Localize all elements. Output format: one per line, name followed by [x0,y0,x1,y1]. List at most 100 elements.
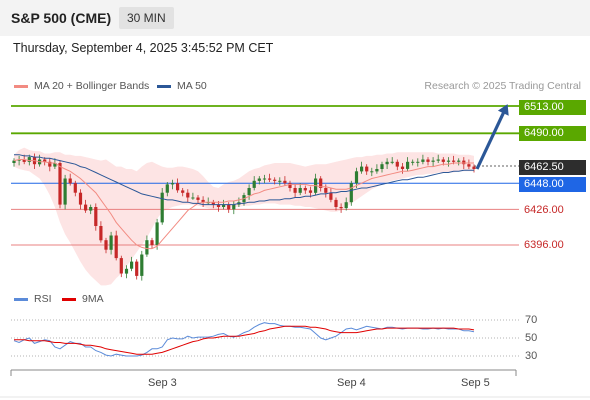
forecast-arrow-shaft [475,108,507,170]
rsi-tick-label: 70 [525,314,538,326]
bollinger-band-area [14,147,474,286]
candle-body [426,159,430,162]
candle-body [232,204,236,210]
legend-bollinger-label: MA 20 + Bollinger Bands [34,80,150,92]
candle-body [114,235,118,259]
candle-body [27,157,31,162]
candle-body [446,160,451,162]
x-tick-label: Sep 3 [148,377,177,389]
legend-rsi-label: RSI [34,293,52,305]
candle-body [421,159,425,162]
candle-body [395,161,399,167]
chart-title: S&P 500 (CME) [11,10,112,26]
candle-body [252,180,256,188]
legend-bollinger-swatch [14,84,28,88]
candle-body [58,163,62,205]
candle-body [48,161,52,167]
candle-body [268,178,272,180]
legend-rsi-swatch [14,297,28,301]
x-tick-label: Sep 4 [337,377,366,389]
candle-body [390,161,394,163]
level-label-resistance-1: 6490.00 [519,126,586,141]
candle-body [452,160,456,162]
candle-body [462,160,466,165]
candle-body [170,183,175,185]
candle-body [165,184,169,193]
candle-body [155,222,159,245]
candle-body [104,240,108,250]
candle-body [354,171,359,184]
candle-body [84,204,88,211]
candle-body [349,183,353,203]
candle-body [124,268,129,274]
candle-body [406,161,410,169]
candle-body [53,163,57,167]
candle-body [135,261,139,276]
legend-ma50-label: MA 50 [177,80,207,92]
candle-body [283,180,287,184]
candle-body [109,235,113,250]
candle-body [211,202,215,205]
ma50-line [14,154,474,206]
candle-body [288,183,292,188]
candle-body [68,178,72,184]
candle-body [186,192,190,198]
candle-body [360,166,364,172]
legend-bollinger: MA 20 + Bollinger Bands [14,80,149,92]
candle-body [416,161,420,163]
candle-body [380,164,384,169]
research-credit: Research © 2025 Trading Central [424,80,581,92]
level-label-current: 6462.50 [519,160,586,175]
candle-body [73,183,77,193]
candle-body [150,240,154,245]
legend-9ma-swatch [62,297,76,301]
candle-body [119,258,123,274]
candle-body [181,190,185,193]
candle-body [319,178,323,188]
candle-body [222,204,226,207]
candle-body [339,207,343,209]
candle-body [308,190,313,193]
level-label-pivot: 6448.00 [519,177,586,192]
candle-body [130,261,134,269]
candle-body [324,188,328,193]
level-label-support-1: 6426.00 [524,204,564,216]
candle-body [298,188,302,193]
candle-body [196,197,200,200]
candle-body [247,188,251,196]
candle-body [385,161,389,165]
candle-body [191,197,195,199]
legend-ma50: MA 50 [157,80,207,92]
rsi-tick-label: 30 [525,350,538,362]
rsi-9ma-line [14,325,475,355]
candle-body [329,192,333,200]
datetime-stamp: Thursday, September 4, 2025 3:45:52 PM C… [13,41,274,55]
forecast-arrow-head [497,104,509,116]
candle-body [145,240,149,255]
candle-body [273,179,277,181]
legend-ma50-swatch [157,84,171,88]
candle-body [99,226,103,241]
legend-rsi: RSI [14,293,52,305]
ma20-line [13,159,474,250]
candle-body [334,199,338,207]
candle-body [94,207,98,226]
timeframe-button[interactable]: 30 MIN [119,7,174,29]
candle-body [370,171,374,173]
candle-body [411,161,415,163]
candle-body [375,169,379,172]
candle-body [140,254,144,276]
candle-body [160,192,164,223]
candle-body [431,160,435,162]
candle-body [12,160,16,163]
candle-body [227,204,231,210]
candle-body [344,202,348,209]
candle-body [89,207,93,211]
candle-body [216,204,221,207]
candle-body [63,178,67,205]
candle-body [457,160,461,162]
candle-body [365,166,369,172]
header-bar: S&P 500 (CME) 30 MIN [0,0,590,36]
candle-body [78,192,83,205]
